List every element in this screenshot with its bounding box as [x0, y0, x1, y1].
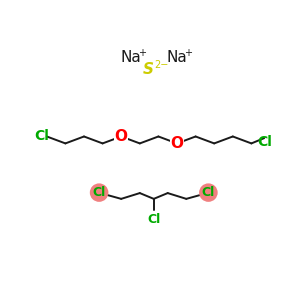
Circle shape	[199, 183, 218, 202]
Text: Na: Na	[120, 50, 141, 65]
Text: Cl: Cl	[202, 186, 215, 199]
Text: Cl: Cl	[147, 213, 160, 226]
Text: Cl: Cl	[257, 135, 272, 149]
Text: Na: Na	[167, 50, 188, 65]
Text: +: +	[138, 48, 146, 58]
Text: O: O	[170, 136, 184, 151]
Text: +: +	[184, 48, 192, 58]
Text: Cl: Cl	[35, 129, 50, 143]
Circle shape	[90, 183, 108, 202]
Text: 2−: 2−	[154, 60, 169, 70]
Text: O: O	[115, 129, 128, 144]
Text: Cl: Cl	[92, 186, 106, 199]
Text: S: S	[142, 62, 153, 77]
